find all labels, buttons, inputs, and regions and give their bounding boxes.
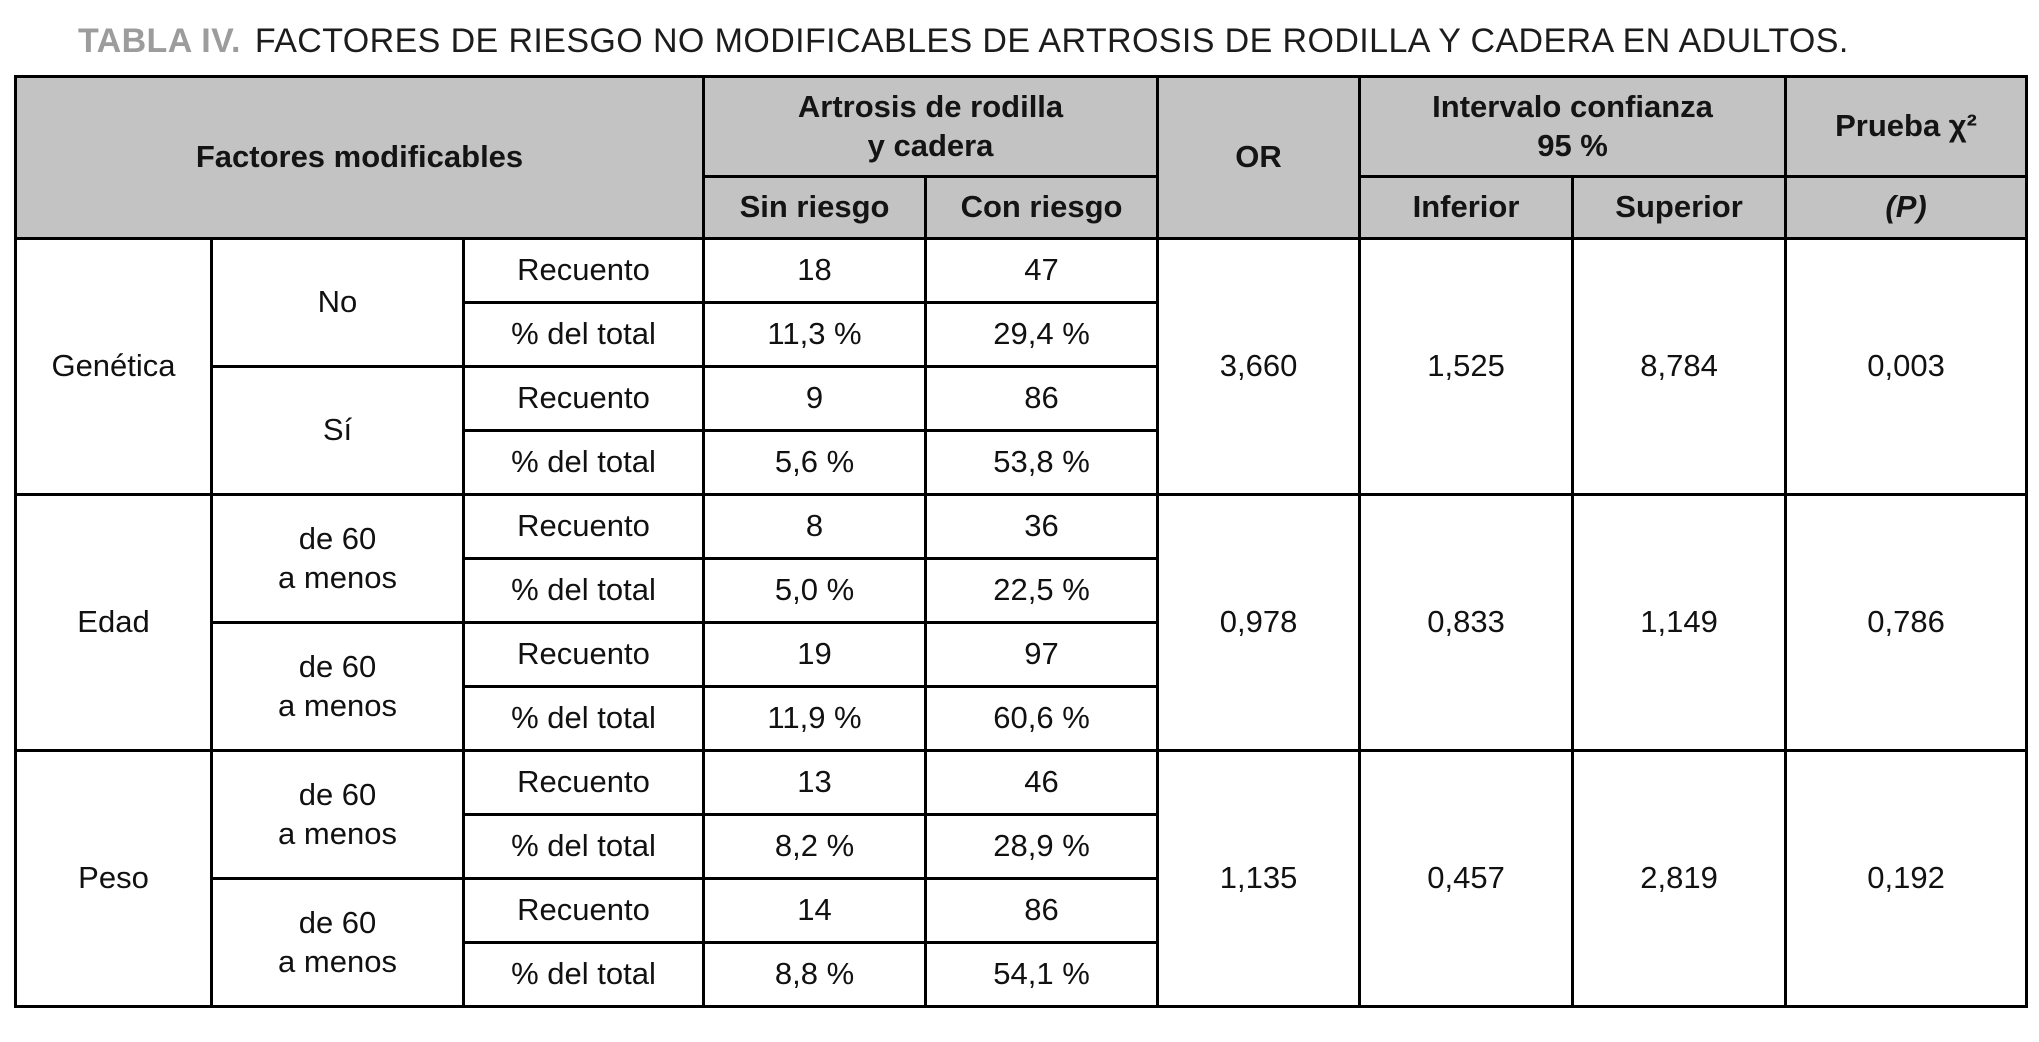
header-sin-riesgo: Sin riesgo	[702, 175, 928, 241]
sin-riesgo-value: 8,2 %	[702, 813, 928, 881]
or-value: 1,135	[1156, 749, 1362, 1009]
metric-label: Recuento	[461, 237, 706, 305]
sin-riesgo-value: 13	[702, 749, 928, 817]
sin-riesgo-value: 8,8 %	[702, 941, 928, 1009]
sin-riesgo-value: 5,0 %	[702, 557, 928, 625]
table-row: % del total 5,0 % 22,5 %	[16, 557, 2027, 625]
table-title: TABLA IV. FACTORES DE RIESGO NO MODIFICAB…	[78, 22, 2019, 61]
table-title-tag: TABLA IV.	[78, 22, 241, 60]
metric-label: Recuento	[461, 621, 706, 689]
table-row: Genética No Recuento 18 47 3,660 1,525 8…	[14, 237, 2029, 497]
metric-label: % del total	[461, 685, 706, 753]
factor-label: Peso	[14, 749, 213, 1009]
ci-inferior-value: 1,525	[1358, 237, 1575, 497]
table-row: % del total 8,2 % 28,9 %	[16, 813, 2027, 881]
metric-label: % del total	[461, 557, 706, 625]
metric-label: % del total	[461, 941, 706, 1009]
con-riesgo-value: 54,1 %	[924, 941, 1160, 1009]
metric-label: Recuento	[461, 749, 706, 817]
factor-label: Edad	[14, 493, 213, 753]
table-row: de 60 a menos Recuento 19 97	[16, 621, 2027, 753]
con-riesgo-value: 86	[924, 877, 1160, 945]
header-or: OR	[1156, 75, 1362, 241]
metric-label: % del total	[461, 429, 706, 497]
level-label: de 60 a menos	[210, 493, 465, 625]
ci-superior-value: 1,149	[1571, 493, 1788, 753]
sin-riesgo-value: 14	[702, 877, 928, 945]
level-label: de 60 a menos	[210, 621, 465, 753]
table-row: % del total 11,3 % 29,4 %	[16, 301, 2027, 369]
level-label: de 60 a menos	[210, 749, 465, 881]
header-intervalo-confianza: Intervalo confianza 95 %	[1358, 75, 1788, 179]
table-row: de 60 a menos Recuento 14 86	[16, 877, 2027, 1009]
table-row: Peso de 60 a menos Recuento 13 46 1,135 …	[14, 749, 2029, 1009]
con-riesgo-value: 47	[924, 237, 1160, 305]
con-riesgo-value: 36	[924, 493, 1160, 561]
metric-label: Recuento	[461, 365, 706, 433]
header-con-riesgo: Con riesgo	[924, 175, 1160, 241]
ci-superior-value: 2,819	[1571, 749, 1788, 1009]
p-value: 0,192	[1784, 749, 2029, 1009]
table-row: Sí Recuento 9 86	[16, 365, 2027, 497]
level-label: No	[210, 237, 465, 369]
sin-riesgo-value: 11,3 %	[702, 301, 928, 369]
ci-superior-value: 8,784	[1571, 237, 1788, 497]
header-artrosis-rodilla-cadera: Artrosis de rodilla y cadera	[702, 75, 1160, 179]
table-row: % del total 5,6 % 53,8 %	[16, 429, 2027, 497]
con-riesgo-value: 53,8 %	[924, 429, 1160, 497]
or-value: 3,660	[1156, 237, 1362, 497]
header-prueba-chi2: Prueba χ²	[1784, 75, 2029, 179]
con-riesgo-value: 86	[924, 365, 1160, 433]
header-inferior: Inferior	[1358, 175, 1575, 241]
con-riesgo-value: 28,9 %	[924, 813, 1160, 881]
con-riesgo-value: 46	[924, 749, 1160, 817]
table-title-text: FACTORES DE RIESGO NO MODIFICABLES DE AR…	[254, 22, 1849, 60]
sin-riesgo-value: 5,6 %	[702, 429, 928, 497]
con-riesgo-value: 29,4 %	[924, 301, 1160, 369]
ci-inferior-value: 0,457	[1358, 749, 1575, 1009]
table-row: Edad de 60 a menos Recuento 8 36 0,978 0…	[14, 493, 2029, 753]
metric-label: % del total	[461, 813, 706, 881]
header-factores-modificables: Factores modificables	[13, 75, 706, 241]
metric-label: % del total	[461, 301, 706, 369]
or-value: 0,978	[1156, 493, 1362, 753]
sin-riesgo-value: 18	[702, 237, 928, 305]
sin-riesgo-value: 11,9 %	[702, 685, 928, 753]
con-riesgo-value: 60,6 %	[924, 685, 1160, 753]
factor-label: Genética	[14, 237, 213, 497]
con-riesgo-value: 97	[924, 621, 1160, 689]
table-row: % del total 8,8 % 54,1 %	[16, 941, 2027, 1009]
sin-riesgo-value: 8	[702, 493, 928, 561]
table-row: % del total 11,9 % 60,6 %	[16, 685, 2027, 753]
ci-inferior-value: 0,833	[1358, 493, 1575, 753]
header-p: (P)	[1784, 175, 2029, 241]
con-riesgo-value: 22,5 %	[924, 557, 1160, 625]
p-value: 0,786	[1784, 493, 2029, 753]
p-value: 0,003	[1784, 237, 2029, 497]
risk-factors-table: Factores modificables Artrosis de rodill…	[13, 75, 2029, 1009]
sin-riesgo-value: 9	[702, 365, 928, 433]
metric-label: Recuento	[461, 493, 706, 561]
sin-riesgo-value: 19	[702, 621, 928, 689]
level-label: Sí	[210, 365, 465, 497]
metric-label: Recuento	[461, 877, 706, 945]
header-superior: Superior	[1571, 175, 1788, 241]
level-label: de 60 a menos	[210, 877, 465, 1009]
